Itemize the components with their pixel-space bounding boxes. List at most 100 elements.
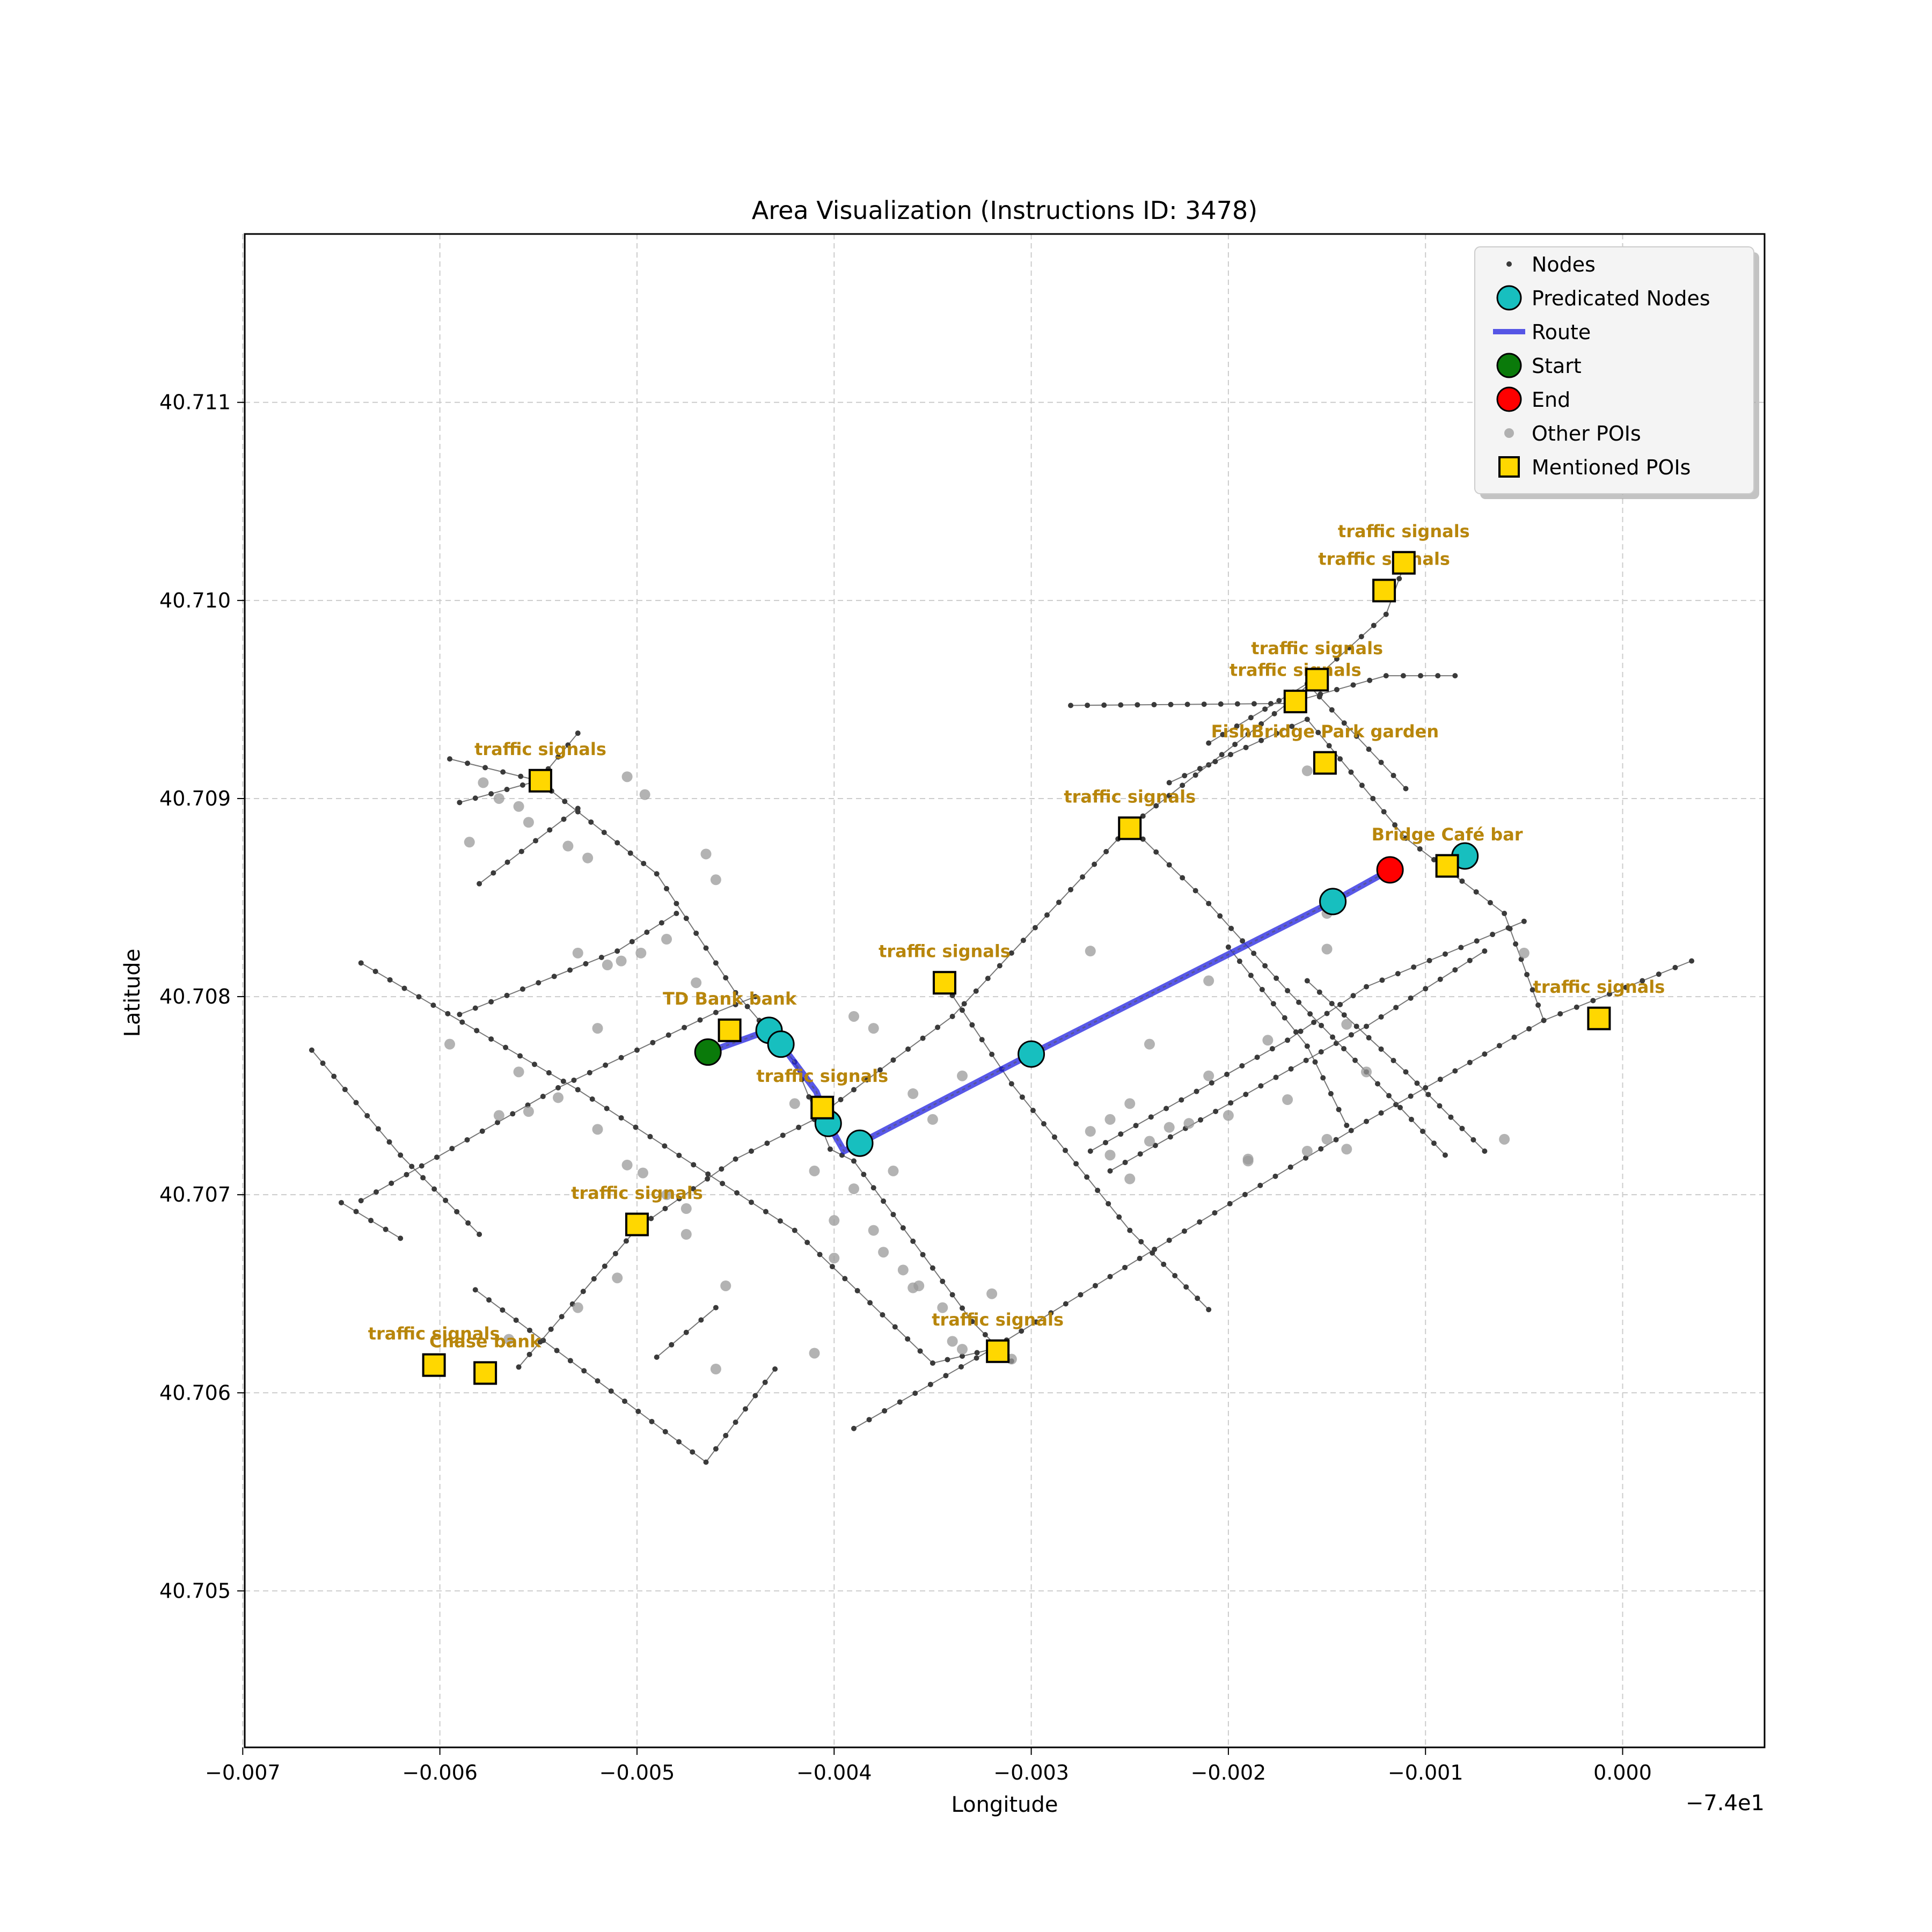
node [1350,682,1356,688]
node [1529,987,1535,993]
node [1304,978,1310,984]
node [958,1364,964,1370]
node [517,1053,523,1059]
node [1183,1284,1189,1290]
node [1068,887,1074,892]
node [1341,1046,1347,1052]
node [603,1062,609,1068]
mentioned-poi-label: TD Bank bank [663,989,797,1009]
node [364,1113,370,1119]
node [1607,991,1613,997]
node [1341,720,1347,726]
mentioned-poi-marker [1435,854,1459,878]
node [472,1287,478,1293]
node [989,1051,995,1057]
node [1437,1077,1443,1082]
node [1425,1092,1431,1097]
other-poi [868,1225,879,1236]
node [430,1002,436,1008]
node [864,1077,870,1083]
other-poi [829,1253,840,1264]
node [1122,1264,1128,1270]
node [676,1152,682,1158]
other-poi [503,1334,515,1345]
node [1395,971,1401,977]
mentioned-poi-label: traffic signals [1338,521,1470,541]
node [457,1012,463,1018]
node [1184,701,1190,707]
other-poi [612,1272,623,1284]
node [510,1111,516,1117]
other-poi [809,1165,820,1176]
node [546,1070,552,1076]
node [1337,1001,1343,1007]
node [1225,944,1231,950]
node [618,1055,624,1060]
node [629,939,635,945]
node [571,1077,577,1083]
node [1334,686,1340,692]
other-poi [616,955,627,967]
node [1397,1104,1403,1110]
legend-label: Mentioned POIs [1532,456,1690,479]
node [1482,1148,1488,1154]
node [1326,743,1332,749]
node [547,827,553,833]
node [890,1212,896,1218]
node [477,881,482,887]
x-tick-label: −0.004 [796,1761,872,1784]
node [1272,1173,1278,1179]
node [690,1449,696,1455]
node [386,1139,392,1145]
node [1056,899,1062,905]
node [488,999,494,1005]
mentioned-poi-label: traffic signals [474,739,606,759]
other-poi [621,1159,633,1170]
node [1452,673,1458,679]
other-poi [1163,1122,1175,1133]
node [772,1366,778,1372]
node [713,1446,719,1452]
node [1348,1032,1354,1038]
node [1379,977,1385,983]
other-poi [897,1264,909,1276]
other-poi [1203,975,1214,986]
node [1352,1057,1358,1063]
node [1168,701,1174,707]
node [1180,782,1185,788]
node [1359,782,1365,788]
node [1206,901,1212,906]
node [649,1418,655,1424]
mentioned-poi-marker [1392,551,1416,575]
node [1341,1012,1347,1018]
node [516,1364,522,1370]
node [1400,673,1406,679]
node [1524,971,1530,977]
mentioned-poi-marker [986,1339,1010,1363]
other-poi [829,1215,840,1226]
node [1411,964,1417,970]
node [1502,911,1507,917]
mentioned-poi-label: traffic signals [1318,549,1450,569]
node [713,1305,719,1311]
node [495,1119,501,1125]
other-poi [680,1203,692,1214]
node [647,1133,653,1139]
node [1019,1328,1024,1334]
node [1418,673,1424,679]
node [1396,576,1402,582]
node [1257,1182,1263,1188]
node [1167,1134,1173,1140]
node [1482,1051,1488,1057]
other-poi [1144,1038,1155,1050]
node [796,1124,802,1130]
other-poi [710,874,721,885]
other-poi [691,977,702,989]
node [635,1408,641,1414]
node [1019,1094,1025,1100]
node [1271,711,1277,716]
node [665,1032,671,1038]
node [690,1186,696,1192]
node [961,1001,967,1007]
